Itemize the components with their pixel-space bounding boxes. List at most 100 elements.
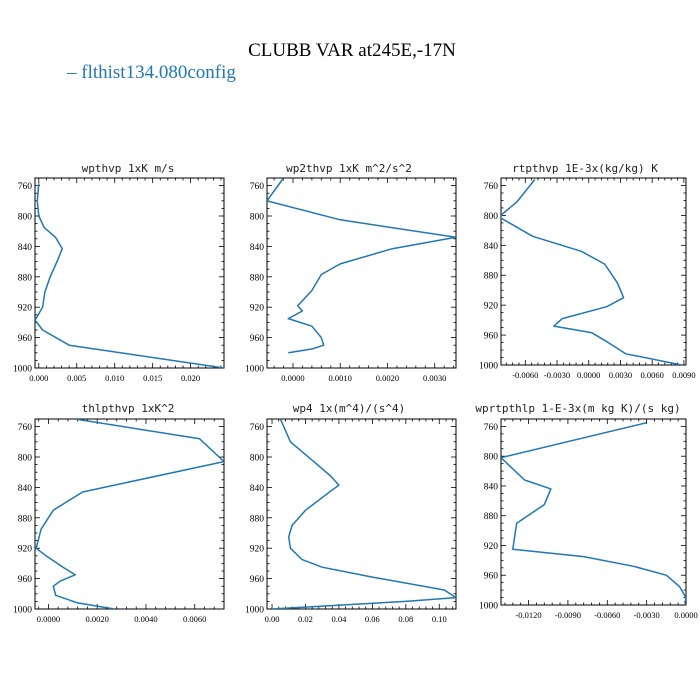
panel-thlpthvp: thlpthvp 1xK^2 760 800 840 880 920 960 1000 0.0… [13,402,225,624]
y-tick-label: 800 [250,454,265,464]
plot-frame [34,177,225,369]
y-tick-label: 840 [18,484,33,494]
y-tick-label: 880 [250,273,265,283]
x-tick-label: 0.0020 [376,373,399,383]
y-tick-label: 920 [18,304,33,314]
y-tick-label: 920 [250,545,265,555]
x-tick-label: 0.0000 [37,614,60,624]
x-tick-label: 0.04 [331,614,347,624]
x-tick-label: 0.0090 [672,370,695,380]
y-tick-label: 960 [484,572,499,582]
x-tick-label: -0.0030 [544,370,570,380]
x-tick-label: 0.0030 [609,370,632,380]
panel-wpthvp: wpthvp 1xK m/s 76080084088092096010000.0… [13,162,225,383]
x-tick-label: 0.005 [67,373,86,383]
y-tick-label: 840 [250,243,265,253]
x-tick-label: 0.010 [105,373,124,383]
x-tick-label: 0.0060 [640,370,663,380]
x-tick-label: 0.08 [398,614,413,624]
series-line [35,183,224,368]
legend: – flthist134.080config [66,62,236,83]
y-tick-label: 1000 [479,362,498,372]
y-tick-label: 800 [484,212,499,222]
x-tick-label: -0.0060 [512,370,538,380]
x-tick-label: -0.0120 [515,610,541,620]
x-tick-label: -0.0090 [555,610,581,620]
y-tick-label: 960 [18,334,33,344]
x-tick-label: 0.0040 [134,614,157,624]
y-tick-label: 880 [18,514,33,524]
y-tick-label: 1000 [245,606,264,616]
x-tick-label: 0.0020 [85,614,108,624]
y-tick-label: 1000 [479,602,498,612]
x-tick-label: 0.0000 [281,373,304,383]
y-tick-label: 920 [250,304,265,314]
y-tick-label: 800 [250,213,265,223]
x-tick-label: -0.0030 [634,610,660,620]
x-tick-label: 0.000 [29,373,48,383]
y-tick-label: 840 [18,243,33,253]
y-tick-label: 840 [250,484,265,494]
panel-title: rtpthvp 1E-3x(kg/kg) K [512,162,658,175]
y-tick-label: 800 [18,454,33,464]
y-tick-label: 1000 [13,606,32,616]
plot-frame [34,418,225,610]
y-tick-label: 760 [484,182,499,192]
y-tick-label: 800 [484,453,499,463]
y-tick-label: 1000 [13,365,32,375]
plot-frame [266,418,457,610]
y-tick-label: 960 [18,575,33,585]
plot-frame [266,177,457,369]
y-tick-label: 840 [484,242,499,252]
x-tick-label: 0.0000 [577,370,600,380]
y-tick-label: 760 [18,423,33,433]
y-tick-label: 760 [250,423,265,433]
series-line [35,419,224,609]
y-tick-label: 880 [250,514,265,524]
plot-frame [500,177,687,366]
y-tick-label: 960 [484,332,499,342]
y-tick-label: 1000 [245,365,264,375]
x-tick-label: 0.0000 [674,610,697,620]
y-tick-label: 920 [18,545,33,555]
panel-wp2thvp: wp2thvp 1xK m^2/s^2 760 800 840 880 920 960 10… [245,162,457,383]
series-line [271,419,456,609]
y-tick-label: 960 [250,334,265,344]
y-tick-label: 920 [484,302,499,312]
panel-wp4: wp4 1x(m^4)/(s^4) 760 800 840 880 920 960 1000… [245,402,457,624]
series-line [267,178,456,354]
x-tick-label: 0.06 [365,614,380,624]
y-tick-label: 880 [484,512,499,522]
y-tick-label: 800 [18,213,33,223]
plot-frame [500,418,687,606]
panel-title: wp2thvp 1xK m^2/s^2 [286,162,412,175]
panel-title: wprtpthlp 1-E-3x(m kg K)/(s kg) [475,402,680,415]
y-tick-label: 760 [250,182,265,192]
y-tick-label: 760 [484,423,499,433]
x-tick-label: -0.0060 [594,610,620,620]
x-tick-label: 0.0060 [183,614,206,624]
panel-title: wp4 1x(m^4)/(s^4) [293,402,406,415]
y-tick-label: 760 [18,182,33,192]
y-tick-label: 840 [484,482,499,492]
y-tick-label: 880 [484,272,499,282]
series-line [501,421,686,604]
x-tick-label: 0.015 [143,373,162,383]
figure-title: CLUBB VAR at245E,-17N [248,40,456,61]
panel-rtpthvp: rtpthvp 1E-3x(kg/kg) K 760 800 840 880 920 96… [479,162,696,380]
panel-title: wpthvp 1xK m/s [82,162,175,175]
legend-label: – flthist134.080config [66,62,236,83]
x-tick-label: 0.0010 [329,373,352,383]
x-tick-label: 0.10 [432,614,447,624]
x-tick-label: 0.020 [181,373,200,383]
x-tick-label: 0.0030 [423,373,446,383]
y-tick-label: 880 [18,273,33,283]
x-tick-label: 0.00 [265,614,280,624]
series-line [501,179,682,365]
x-tick-label: 0.02 [298,614,313,624]
panel-wprtpthlp: wprtpthlp 1-E-3x(m kg K)/(s kg) 760 800 84… [475,402,697,620]
y-tick-label: 920 [484,542,499,552]
y-tick-label: 960 [250,575,265,585]
panel-title: thlpthvp 1xK^2 [82,402,175,415]
